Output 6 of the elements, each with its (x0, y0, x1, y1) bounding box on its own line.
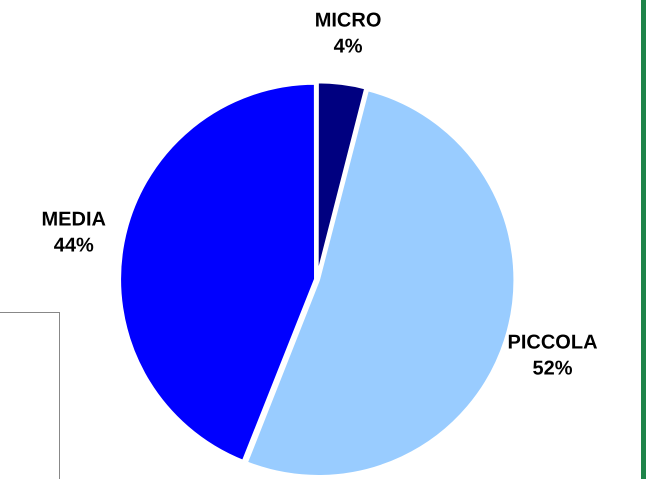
data-label: 4% (334, 35, 363, 58)
slice-label: PICCOLA (508, 332, 598, 354)
slice-label: MEDIA (42, 208, 106, 231)
slice-label: MICRO (314, 9, 382, 32)
data-label: 44% (54, 234, 94, 257)
data-label: 52% (532, 358, 573, 380)
